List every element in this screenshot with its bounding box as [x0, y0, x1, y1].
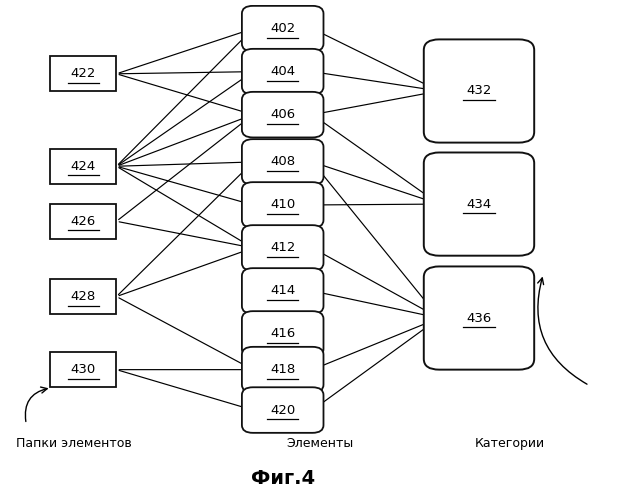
FancyBboxPatch shape [50, 352, 116, 388]
Text: 432: 432 [466, 84, 491, 98]
FancyBboxPatch shape [424, 40, 534, 142]
Text: 418: 418 [270, 363, 295, 376]
Text: 430: 430 [71, 363, 96, 376]
Text: 434: 434 [466, 198, 491, 210]
Text: 426: 426 [71, 215, 96, 228]
FancyBboxPatch shape [242, 268, 323, 314]
Text: 416: 416 [270, 328, 295, 340]
Text: 414: 414 [270, 284, 295, 298]
FancyBboxPatch shape [424, 266, 534, 370]
Text: 410: 410 [270, 198, 295, 211]
Text: 436: 436 [466, 312, 491, 324]
FancyBboxPatch shape [50, 204, 116, 239]
FancyBboxPatch shape [424, 152, 534, 256]
FancyBboxPatch shape [242, 225, 323, 270]
FancyBboxPatch shape [242, 49, 323, 94]
FancyBboxPatch shape [50, 279, 116, 314]
FancyBboxPatch shape [242, 6, 323, 52]
Text: 402: 402 [270, 22, 295, 35]
FancyBboxPatch shape [242, 347, 323, 393]
Text: Папки элементов: Папки элементов [16, 437, 132, 450]
Text: Категории: Категории [475, 437, 544, 450]
Text: Фиг.4: Фиг.4 [250, 468, 315, 487]
Text: 408: 408 [270, 156, 295, 168]
Text: 422: 422 [71, 68, 96, 80]
Text: 428: 428 [71, 290, 96, 303]
FancyBboxPatch shape [242, 182, 323, 228]
FancyBboxPatch shape [50, 56, 116, 92]
FancyBboxPatch shape [50, 148, 116, 184]
Text: 420: 420 [270, 404, 295, 416]
Text: 424: 424 [71, 160, 96, 173]
FancyBboxPatch shape [242, 139, 323, 184]
FancyBboxPatch shape [242, 388, 323, 433]
Text: Элементы: Элементы [286, 437, 353, 450]
Text: 406: 406 [270, 108, 295, 121]
FancyBboxPatch shape [242, 311, 323, 356]
Text: 412: 412 [270, 242, 295, 254]
Text: 404: 404 [270, 65, 295, 78]
FancyBboxPatch shape [242, 92, 323, 138]
